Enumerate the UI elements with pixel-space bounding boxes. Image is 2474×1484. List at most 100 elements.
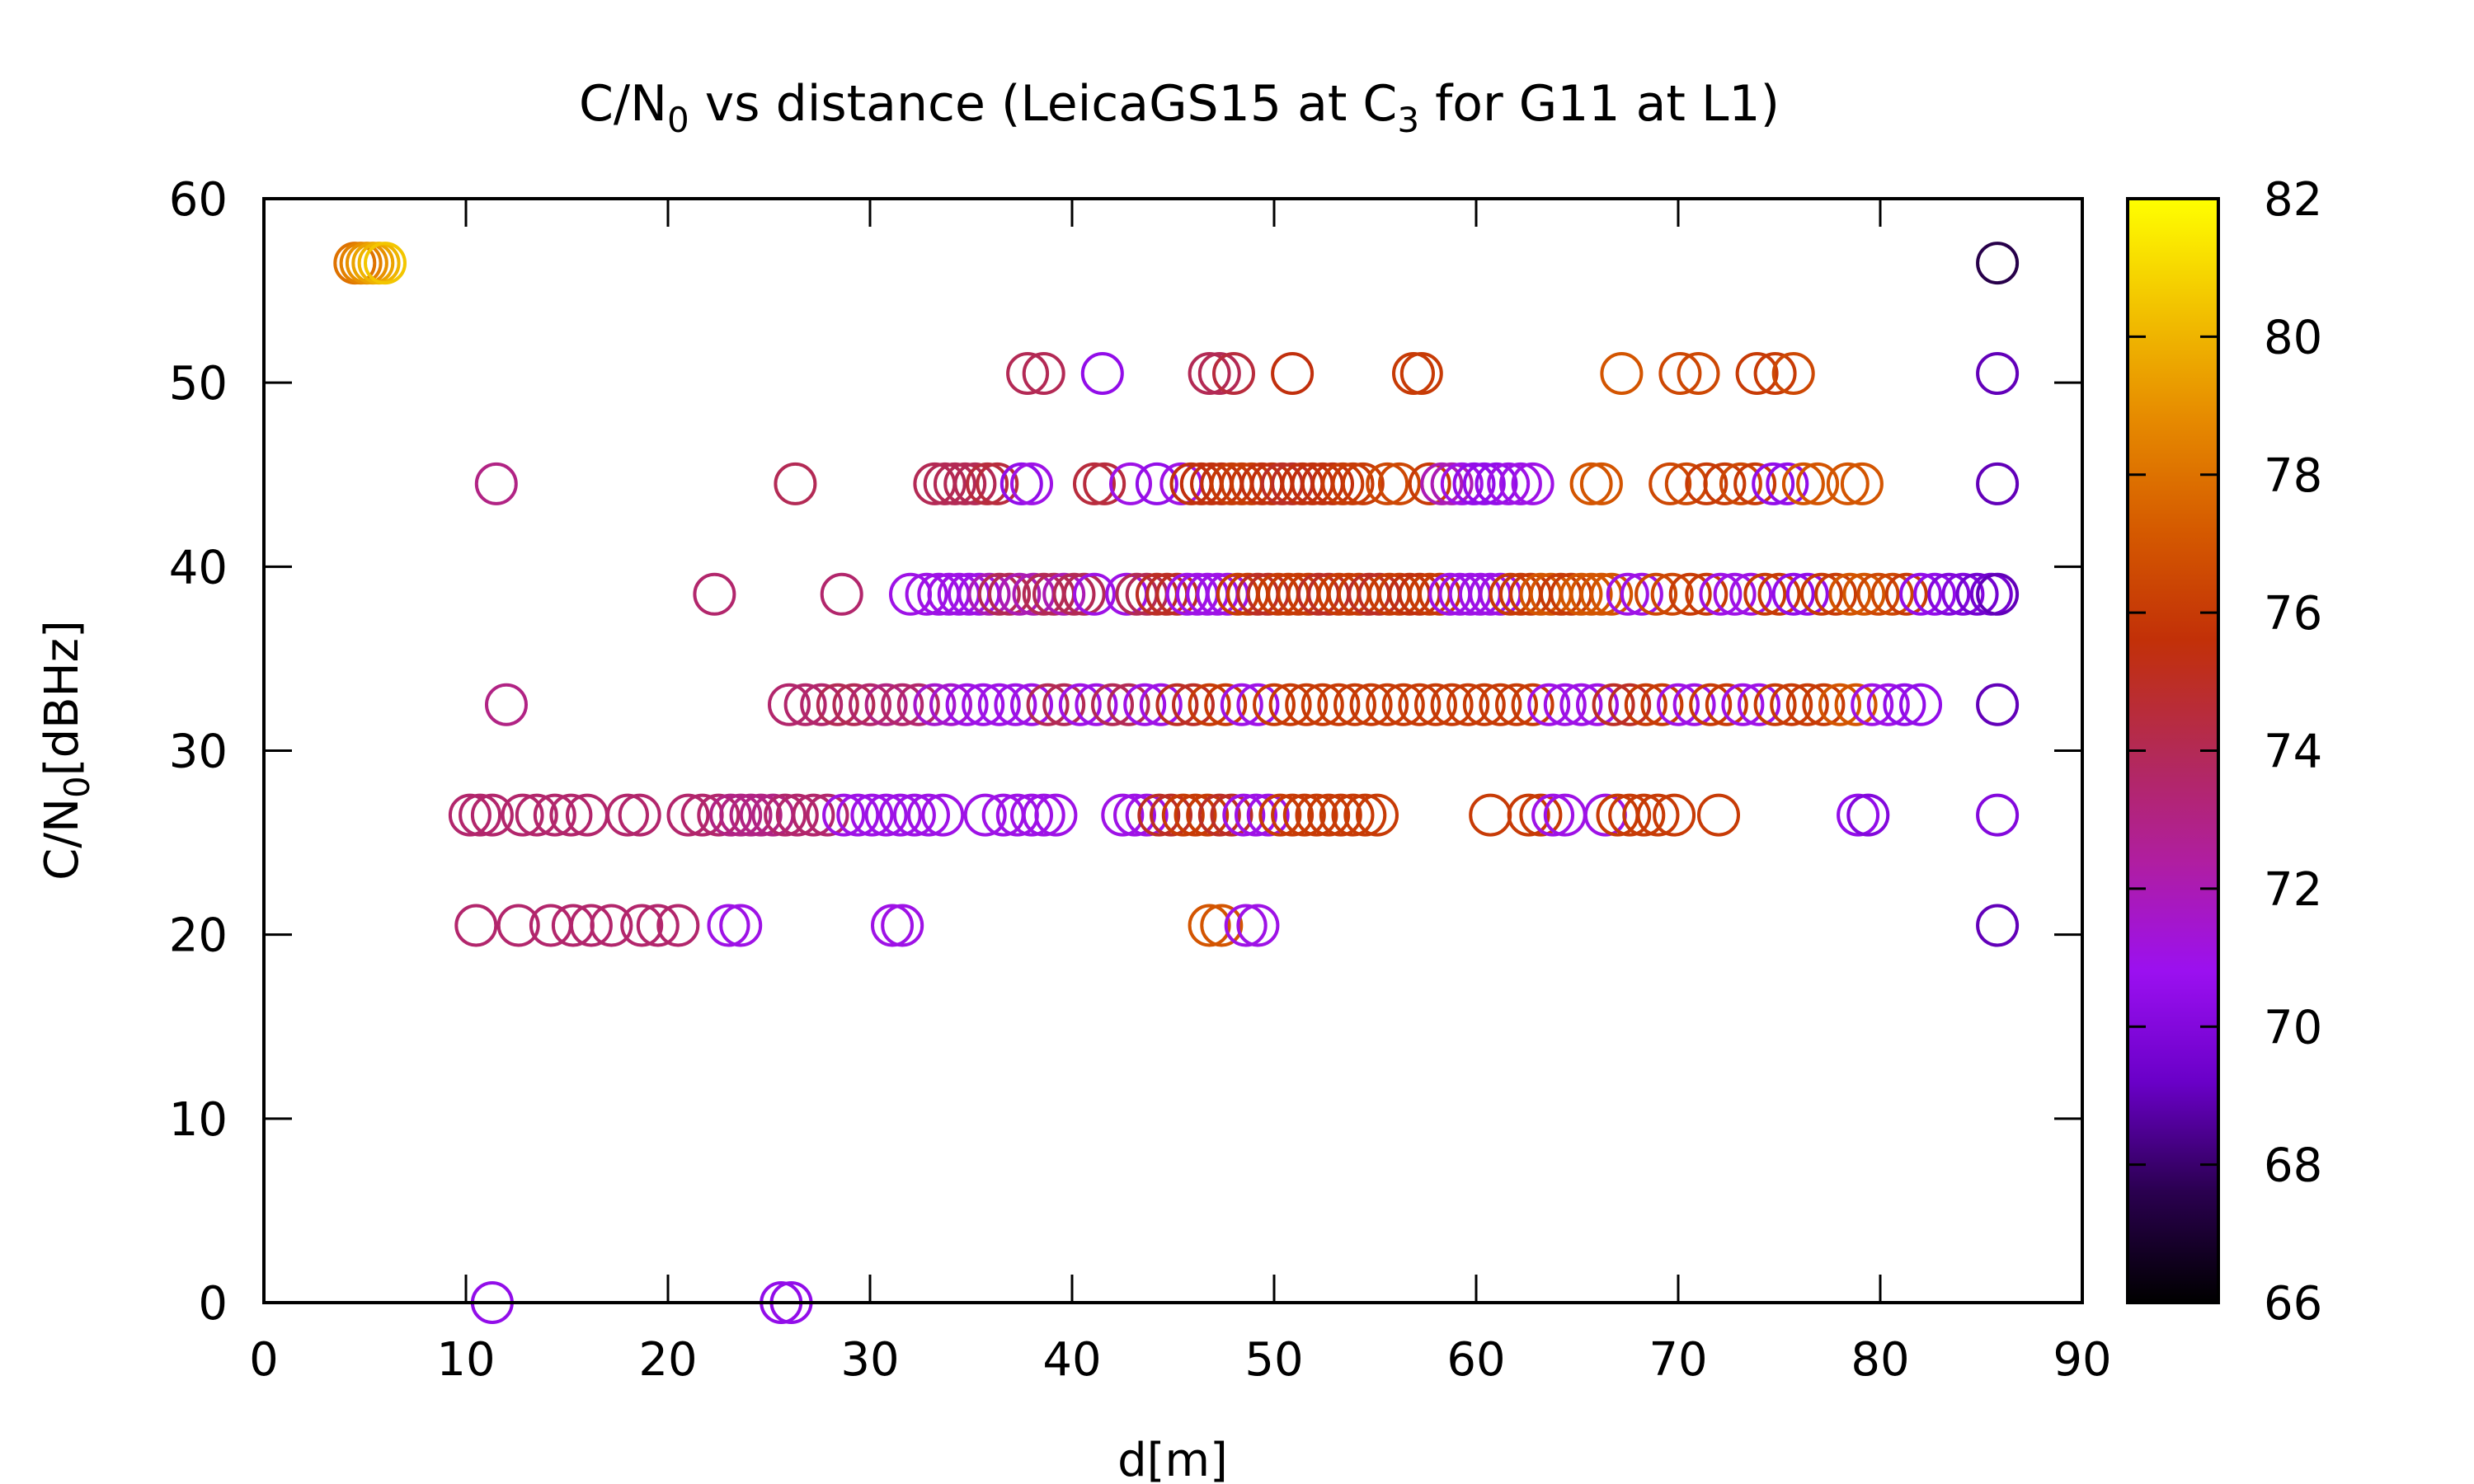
data-point (1172, 683, 1215, 726)
data-point (1785, 683, 1829, 726)
data-point (693, 572, 736, 616)
data-point (1913, 572, 1957, 616)
data-point (1559, 683, 1603, 726)
x-tick-label: 20 (638, 1333, 697, 1387)
data-point (1685, 572, 1729, 616)
data-point (963, 793, 1007, 837)
data-point (1976, 242, 2020, 285)
data-point (1080, 352, 1124, 395)
data-point (1634, 572, 1678, 616)
data-point (1139, 683, 1183, 726)
data-point (1113, 793, 1156, 837)
data-point (1752, 462, 1795, 505)
data-point (913, 683, 957, 726)
data-point (485, 683, 528, 726)
data-point (994, 683, 1037, 726)
data-point (1420, 462, 1464, 505)
data-point (1757, 572, 1801, 616)
data-point (496, 904, 540, 947)
data-point (1866, 683, 1910, 726)
data-point (1052, 572, 1096, 616)
colorbar-tick-label: 82 (2264, 173, 2322, 227)
data-point (1733, 462, 1777, 505)
data-point (892, 793, 936, 837)
data-point (1285, 683, 1329, 726)
data-point (697, 793, 741, 837)
y-axis-label: C/N0[dBHz] (35, 620, 97, 881)
colorbar-tick-label: 68 (2264, 1139, 2322, 1193)
data-point (1753, 352, 1797, 395)
colorbar-tick-label: 76 (2264, 587, 2322, 641)
data-point (454, 904, 498, 947)
data-point (1155, 683, 1199, 726)
x-tick-label: 90 (2053, 1333, 2111, 1387)
data-point (1735, 352, 1779, 395)
data-point (1600, 352, 1644, 395)
data-point (1331, 793, 1375, 837)
data-point (1204, 683, 1248, 726)
data-point (1341, 462, 1385, 505)
data-point (1408, 462, 1451, 505)
data-point (1462, 683, 1506, 726)
data-point (1579, 462, 1623, 505)
data-point (1107, 683, 1150, 726)
data-point (459, 793, 502, 837)
data-point (1846, 793, 1890, 837)
data-point (768, 683, 811, 726)
data-point (1073, 462, 1116, 505)
data-point (1498, 462, 1542, 505)
data-point (1721, 683, 1765, 726)
data-point (1091, 683, 1134, 726)
data-point (1624, 683, 1667, 726)
data-point (1770, 683, 1813, 726)
data-point (1377, 462, 1421, 505)
data-point (1075, 683, 1118, 726)
data-point (1333, 683, 1376, 726)
data-point (1188, 352, 1231, 395)
data-point (976, 462, 1019, 505)
data-point (1636, 793, 1680, 837)
y-tick-label: 10 (169, 1093, 228, 1147)
data-point (1650, 572, 1694, 616)
data-point (1495, 683, 1538, 726)
data-point (864, 793, 908, 837)
data-point (1569, 572, 1613, 616)
data-point (1743, 572, 1787, 616)
data-point (849, 683, 891, 726)
data-point (1899, 683, 1942, 726)
data-point (364, 242, 407, 285)
data-point (1042, 683, 1086, 726)
data-point (1452, 462, 1496, 505)
colorbar: 66 68 70 72 74 76 78 80 82 (2126, 173, 2322, 1331)
data-point (739, 793, 783, 837)
data-point (1186, 793, 1230, 837)
data-point (1235, 793, 1277, 837)
data-point (871, 904, 914, 947)
data-point (1705, 683, 1748, 726)
data-point (1123, 683, 1167, 726)
data-point (1620, 572, 1663, 616)
data-point (921, 793, 965, 837)
data-point (1685, 462, 1729, 505)
data-point (1236, 683, 1280, 726)
y-tick-label: 20 (169, 909, 228, 963)
data-point (1083, 462, 1126, 505)
data-point (1268, 683, 1312, 726)
data-point (1884, 572, 1928, 616)
data-point (1006, 352, 1050, 395)
data-point (1253, 683, 1296, 726)
data-point (1010, 793, 1053, 837)
data-point (1771, 352, 1815, 395)
data-point (1366, 462, 1409, 505)
data-point (1246, 793, 1290, 837)
data-point (967, 572, 1011, 616)
data-point (1307, 793, 1351, 837)
x-axis-ticks: 0 10 20 30 40 50 60 70 80 90 (249, 199, 2112, 1387)
data-point (1137, 793, 1181, 837)
data-point (881, 904, 924, 947)
data-point (905, 572, 948, 616)
data-point (1677, 352, 1720, 395)
data-point (1399, 352, 1443, 395)
data-point (1398, 683, 1442, 726)
data-point (1414, 683, 1457, 726)
